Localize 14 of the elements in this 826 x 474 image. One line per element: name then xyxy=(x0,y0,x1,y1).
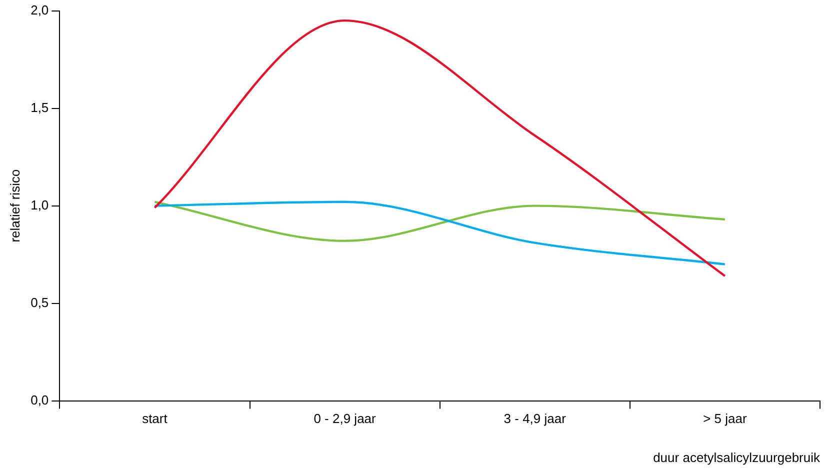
x-tick-label: 3 - 4,9 jaar xyxy=(504,411,567,426)
y-tick-label: 2,0 xyxy=(30,2,49,18)
x-tick-label: start xyxy=(142,411,168,426)
x-tick-label: 0 - 2,9 jaar xyxy=(314,411,377,426)
y-tick-label: 1,0 xyxy=(30,197,49,212)
y-axis-title: relatief risico xyxy=(7,169,22,242)
line-series xyxy=(154,200,726,242)
x-tick-label: > 5 jaar xyxy=(703,411,748,426)
line-series xyxy=(154,19,726,278)
line-series xyxy=(154,200,726,266)
y-tick-label: 0,0 xyxy=(30,392,49,408)
x-axis-title: duur acetylsalicylzuurgebruik xyxy=(653,450,820,465)
y-tick-label: 1,5 xyxy=(30,100,49,115)
y-tick-label: 0,5 xyxy=(30,294,49,310)
